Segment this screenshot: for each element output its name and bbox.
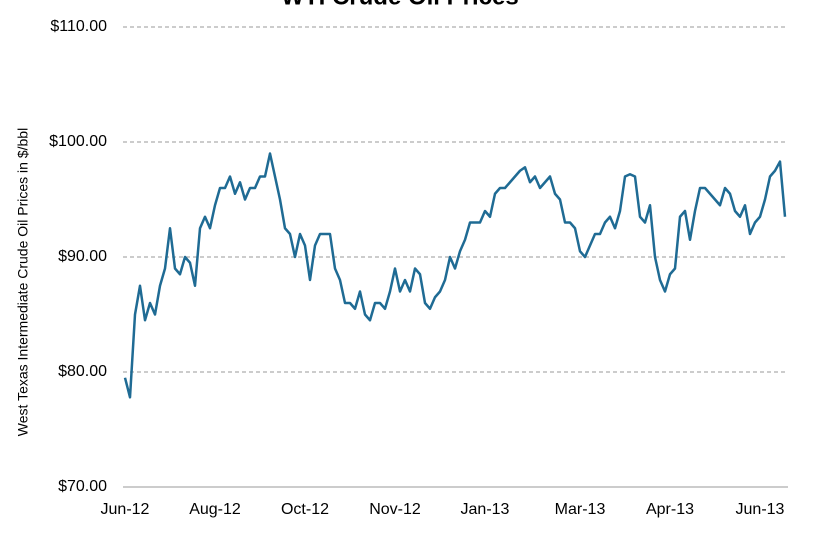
y-tick-label: $100.00 (49, 133, 107, 150)
x-tick-label: Nov-12 (369, 501, 421, 518)
x-tick-label: Jun-12 (101, 501, 150, 518)
y-tick-label: $90.00 (58, 248, 107, 265)
x-tick-label: Apr-13 (646, 501, 694, 518)
y-axis-label: West Texas Intermediate Crude Oil Prices… (15, 128, 31, 436)
y-tick-label: $70.00 (58, 478, 107, 495)
y-tick-label: $110.00 (50, 18, 107, 35)
y-tick-label: $80.00 (58, 363, 107, 380)
x-tick-label: Jun-13 (736, 501, 785, 518)
chart-title: WTI Crude Oil Prices (281, 0, 518, 10)
x-tick-label: Jan-13 (461, 501, 510, 518)
price-line (123, 152, 787, 399)
x-tick-label: Mar-13 (555, 501, 606, 518)
x-tick-label: Aug-12 (189, 501, 241, 518)
x-tick-label: Oct-12 (281, 501, 329, 518)
